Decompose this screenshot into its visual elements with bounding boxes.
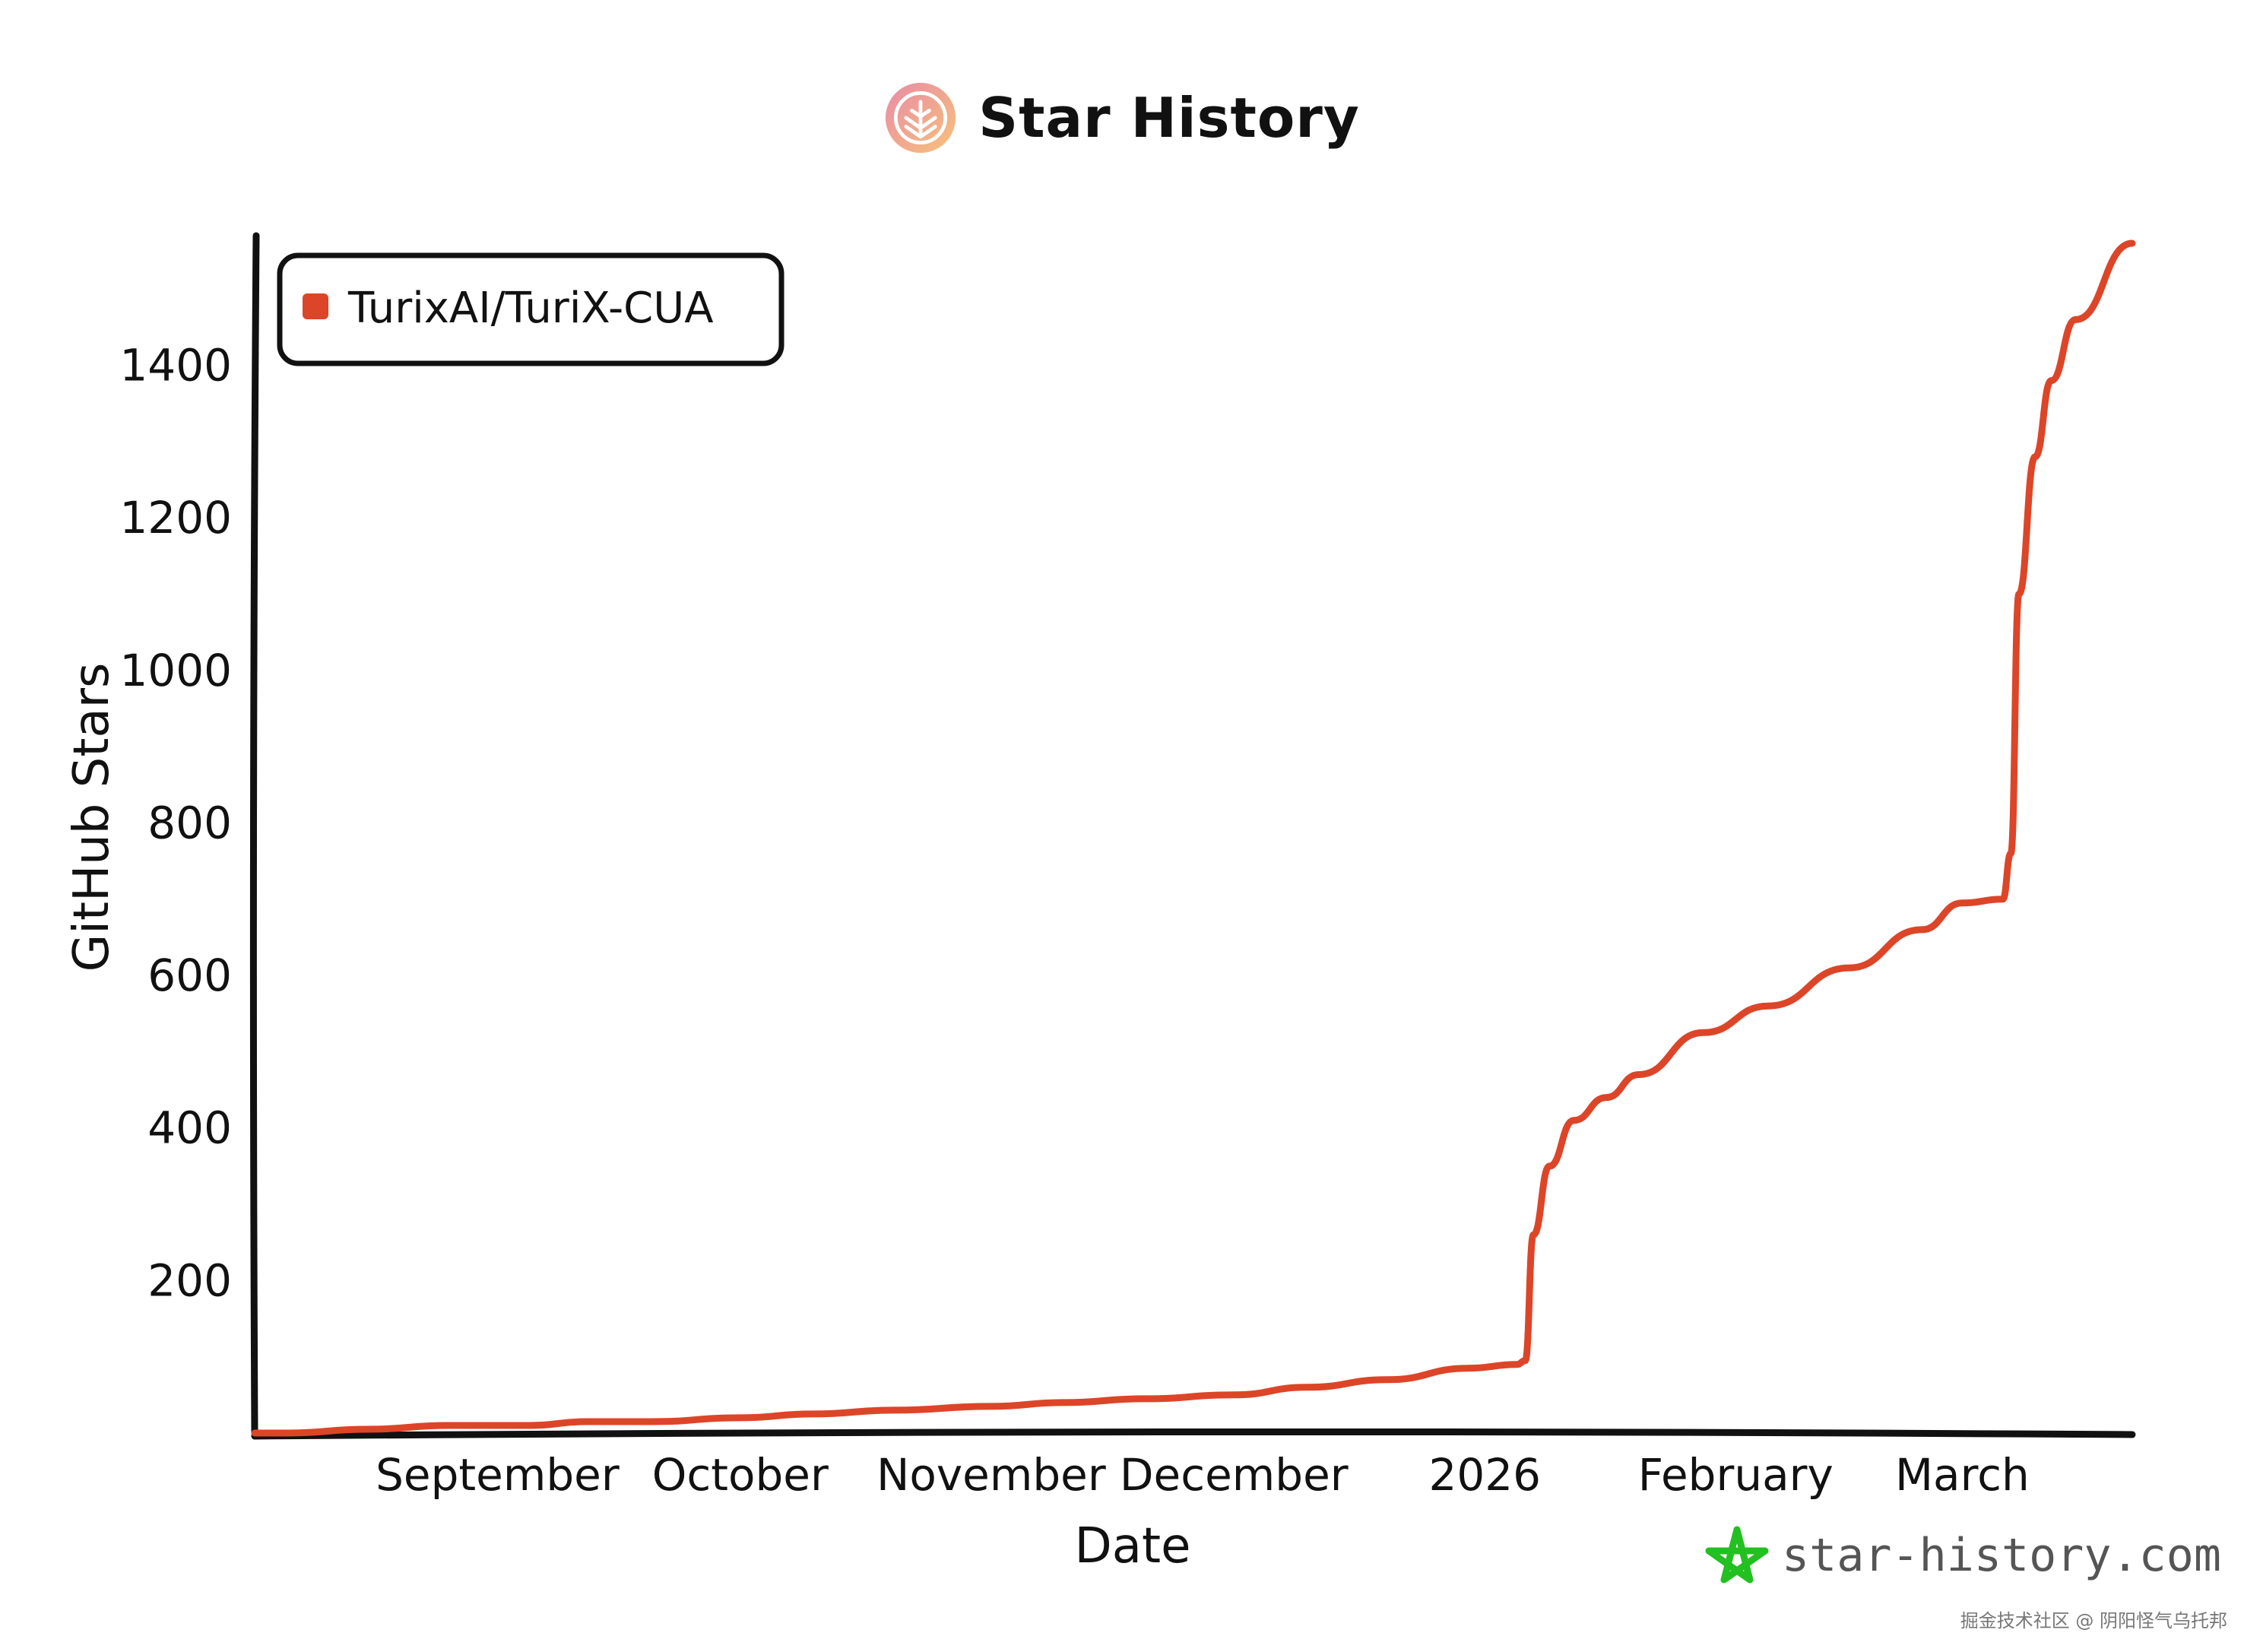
y-tick-label: 1000 — [119, 645, 232, 696]
x-axis-label: Date — [1075, 1518, 1191, 1574]
brand-watermark: star-history.com — [1705, 1526, 2221, 1584]
x-tick-label: September — [376, 1449, 620, 1501]
chart-header: Star History — [0, 61, 2244, 175]
legend-swatch — [303, 293, 328, 319]
brand-text: star-history.com — [1782, 1529, 2221, 1582]
x-axis-ticks: September October November December 2026 Febr… — [376, 1449, 2030, 1501]
x-tick-label: December — [1120, 1449, 1349, 1501]
legend-box — [277, 252, 784, 366]
x-tick-label: 2026 — [1428, 1449, 1541, 1501]
x-tick-label: March — [1895, 1449, 2030, 1501]
y-tick-label: 800 — [147, 797, 232, 848]
legend-item-label: TurixAI/TuriX-CUA — [347, 284, 714, 333]
y-axis-line — [249, 232, 260, 1437]
brand-star-icon — [1705, 1526, 1769, 1584]
x-tick-label: November — [876, 1449, 1106, 1501]
y-tick-label: 1400 — [119, 340, 232, 392]
y-tick-label: 200 — [147, 1254, 232, 1306]
x-tick-label: February — [1638, 1449, 1834, 1501]
x-tick-label: October — [652, 1449, 829, 1501]
y-axis-label: GitHub Stars — [64, 663, 120, 972]
chart-title: Star History — [978, 86, 1360, 150]
y-tick-label: 1200 — [119, 492, 232, 544]
star-history-logo-icon — [886, 82, 956, 154]
footer-watermark: 掘金技术社区 @ 阴阳怪气乌托邦 — [1960, 1610, 2227, 1631]
y-tick-label: 400 — [147, 1102, 232, 1154]
y-axis-ticks: 200 400 600 800 1000 1200 1400 — [119, 340, 232, 1307]
x-axis-line — [251, 1428, 2136, 1440]
y-tick-label: 600 — [147, 950, 232, 1001]
series-line-turixai — [251, 239, 2136, 1437]
legend: TurixAI/TuriX-CUA — [277, 252, 784, 366]
